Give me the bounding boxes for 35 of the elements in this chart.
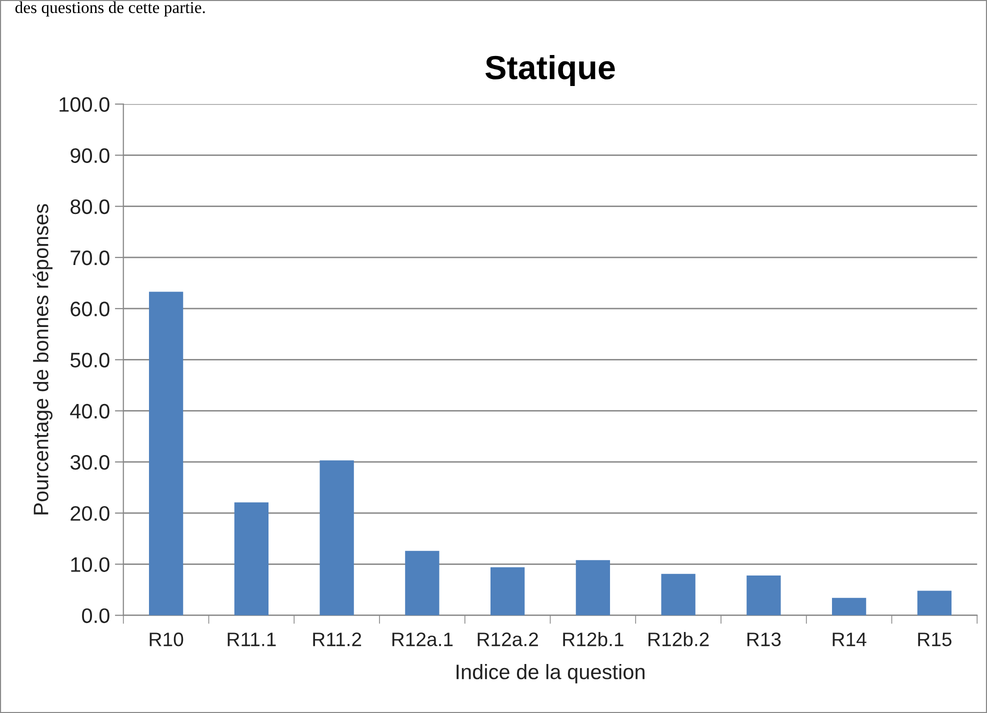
x-tick-label: R15 bbox=[918, 632, 952, 646]
y-tick-label: 40.0 bbox=[70, 404, 110, 419]
text: des questions de cette partie. bbox=[15, 1, 205, 17]
y-tick-label: 30.0 bbox=[70, 454, 110, 470]
x-tick-label: R13 bbox=[747, 632, 781, 646]
bar bbox=[148, 292, 184, 616]
bar bbox=[746, 575, 781, 616]
y-axis-title: Pourcentage de bonnes réponses bbox=[32, 204, 52, 514]
x-tick-label: R11.2 bbox=[313, 632, 362, 646]
x-tick-label: R12a.1 bbox=[392, 632, 453, 646]
y-tick-label: 0.0 bbox=[82, 608, 110, 624]
bar bbox=[234, 502, 269, 616]
bar bbox=[576, 560, 610, 616]
y-tick-label: 20.0 bbox=[70, 506, 110, 521]
bar bbox=[405, 550, 440, 616]
bar bbox=[832, 598, 866, 616]
y-tick-label: 10.0 bbox=[71, 557, 110, 572]
y-tick-label: 80.0 bbox=[70, 199, 110, 214]
x-tick-label: R11.1 bbox=[228, 632, 276, 646]
bar bbox=[320, 460, 354, 616]
x-tick-label: R14 bbox=[832, 632, 866, 646]
x-tick-label: R12b.2 bbox=[648, 632, 709, 646]
y-tick-label: 50.0 bbox=[70, 352, 110, 368]
x-tick-label: R12a.2 bbox=[478, 632, 538, 646]
bar bbox=[917, 590, 952, 616]
y-tick-label: 90.0 bbox=[70, 148, 110, 163]
y-tick-label: 60.0 bbox=[70, 302, 110, 316]
y-tick-label: 100.0 bbox=[60, 97, 110, 112]
x-axis-title: Indice de la question bbox=[456, 664, 644, 684]
bar bbox=[661, 574, 696, 616]
x-tick-label: R10 bbox=[150, 632, 184, 646]
chart-title: Statique bbox=[485, 54, 615, 86]
y-tick-label: 70.0 bbox=[70, 250, 110, 266]
bar bbox=[490, 567, 525, 616]
x-tick-label: R12b.1 bbox=[563, 632, 624, 646]
